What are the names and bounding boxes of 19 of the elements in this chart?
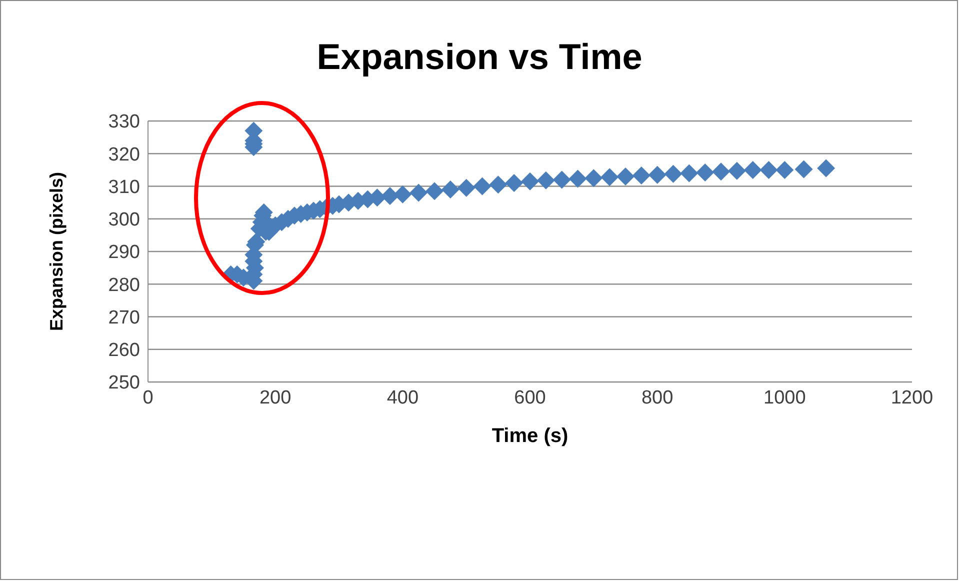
x-axis-title: Time (s) — [492, 425, 568, 447]
x-tick-label: 800 — [641, 387, 674, 408]
y-tick-label: 310 — [108, 176, 140, 198]
y-tick-label: 250 — [108, 372, 140, 394]
x-tick-label: 0 — [142, 387, 154, 408]
y-axis-title: Expansion (pixels) — [46, 172, 66, 332]
y-tick-label: 270 — [108, 307, 140, 328]
x-tick-label: 1000 — [764, 387, 806, 408]
x-tick-label: 1200 — [890, 387, 934, 408]
y-tick-label: 330 — [108, 112, 140, 133]
y-tick-label: 300 — [108, 210, 140, 231]
y-tick-label: 260 — [108, 340, 140, 362]
chart-title: Expansion vs Time — [316, 36, 644, 78]
x-tick-label: 600 — [514, 387, 546, 408]
x-tick-label: 200 — [259, 387, 292, 408]
y-tick-label: 280 — [108, 274, 140, 296]
y-tick-label: 290 — [108, 242, 140, 264]
x-tick-label: 400 — [386, 387, 419, 408]
y-tick-label: 320 — [108, 144, 140, 166]
